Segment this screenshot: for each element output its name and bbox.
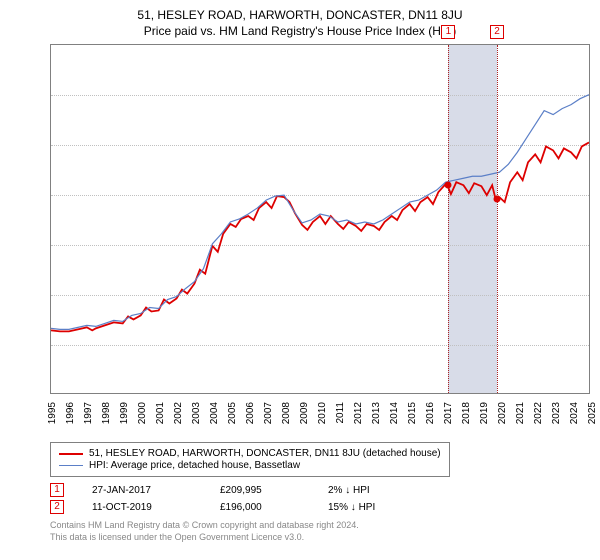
sale-vline	[448, 45, 449, 393]
x-tick-label: 2017	[443, 402, 454, 424]
x-tick-label: 2025	[587, 402, 598, 424]
sale-price: £209,995	[220, 485, 300, 496]
footnote-line: This data is licensed under the Open Gov…	[50, 532, 590, 544]
x-tick-label: 1997	[83, 402, 94, 424]
x-tick-label: 2022	[533, 402, 544, 424]
x-tick-label: 2014	[389, 402, 400, 424]
sale-marker-inline: 1	[50, 483, 64, 497]
gridline	[51, 295, 589, 296]
sale-pct: 2% ↓ HPI	[328, 485, 408, 496]
sale-date: 11-OCT-2019	[92, 502, 192, 513]
x-tick-label: 2021	[515, 402, 526, 424]
gridline	[51, 245, 589, 246]
x-tick-label: 2004	[209, 402, 220, 424]
gridline	[51, 195, 589, 196]
x-tick-label: 2009	[299, 402, 310, 424]
x-tick-label: 2024	[569, 402, 580, 424]
x-tick-label: 2015	[407, 402, 418, 424]
sale-price: £196,000	[220, 502, 300, 513]
footnote-line: Contains HM Land Registry data © Crown c…	[50, 520, 590, 532]
sale-period-band	[448, 45, 497, 393]
legend-item: 51, HESLEY ROAD, HARWORTH, DONCASTER, DN…	[59, 448, 441, 459]
legend-swatch	[59, 453, 83, 455]
y-axis-ticks: £0£50K£100K£150K£200K£250K£300K£350K	[10, 44, 50, 394]
legend-label: HPI: Average price, detached house, Bass…	[89, 460, 300, 471]
legend-label: 51, HESLEY ROAD, HARWORTH, DONCASTER, DN…	[89, 448, 441, 459]
x-tick-label: 2007	[263, 402, 274, 424]
x-tick-label: 2011	[335, 402, 346, 424]
gridline	[51, 145, 589, 146]
x-tick-label: 2003	[191, 402, 202, 424]
x-tick-label: 2008	[281, 402, 292, 424]
x-tick-label: 1998	[101, 402, 112, 424]
line-series-svg	[51, 45, 589, 393]
legend-swatch	[59, 465, 83, 466]
chart-title: 51, HESLEY ROAD, HARWORTH, DONCASTER, DN…	[10, 8, 590, 22]
x-tick-label: 2016	[425, 402, 436, 424]
x-tick-label: 2000	[137, 402, 148, 424]
sale-row: 2 11-OCT-2019 £196,000 15% ↓ HPI	[50, 500, 590, 514]
x-tick-label: 2019	[479, 402, 490, 424]
gridline	[51, 95, 589, 96]
x-tick-label: 2001	[155, 402, 166, 424]
legend-item: HPI: Average price, detached house, Bass…	[59, 460, 441, 471]
plot-area: 12	[50, 44, 590, 394]
sale-marker-inline: 2	[50, 500, 64, 514]
legend: 51, HESLEY ROAD, HARWORTH, DONCASTER, DN…	[50, 442, 450, 477]
x-tick-label: 1996	[65, 402, 76, 424]
x-tick-label: 2006	[245, 402, 256, 424]
footnote: Contains HM Land Registry data © Crown c…	[50, 520, 590, 543]
x-tick-label: 2012	[353, 402, 364, 424]
x-tick-label: 2018	[461, 402, 472, 424]
sale-row: 1 27-JAN-2017 £209,995 2% ↓ HPI	[50, 483, 590, 497]
x-tick-label: 2005	[227, 402, 238, 424]
sale-date: 27-JAN-2017	[92, 485, 192, 496]
x-tick-label: 1995	[47, 402, 58, 424]
x-tick-label: 2013	[371, 402, 382, 424]
sale-pct: 15% ↓ HPI	[328, 502, 408, 513]
chart-container: 51, HESLEY ROAD, HARWORTH, DONCASTER, DN…	[0, 0, 600, 560]
sale-vline	[497, 45, 498, 393]
series-property	[51, 142, 589, 331]
x-tick-label: 2020	[497, 402, 508, 424]
x-axis-ticks: 1995 1996 1997 1998 1999 2000 2001 2002 2003 2004…	[50, 398, 590, 442]
sales-table: 1 27-JAN-2017 £209,995 2% ↓ HPI 2 11-OCT-2019…	[50, 483, 590, 514]
sale-marker: 2	[490, 25, 504, 39]
x-tick-label: 2010	[317, 402, 328, 424]
x-tick-label: 1999	[119, 402, 130, 424]
sale-dot	[445, 182, 452, 189]
sale-dot	[494, 196, 501, 203]
x-tick-label: 2023	[551, 402, 562, 424]
sale-marker: 1	[441, 25, 455, 39]
gridline	[51, 345, 589, 346]
x-tick-label: 2002	[173, 402, 184, 424]
